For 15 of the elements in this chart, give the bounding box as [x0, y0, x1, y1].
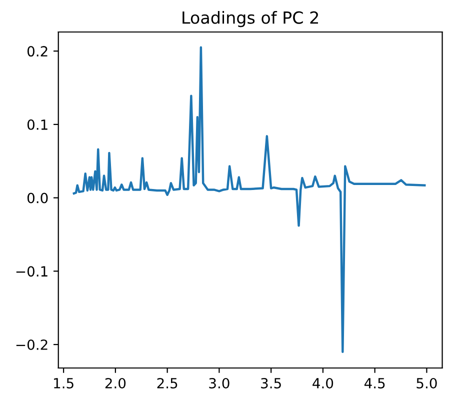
x-tick-label: 3.5 — [261, 378, 281, 388]
y-tick-label: 0.1 — [27, 119, 48, 130]
y-tick-label: 0.2 — [27, 46, 48, 57]
y-tick-label: −0.2 — [16, 339, 48, 350]
x-tick-label: 4.5 — [364, 378, 385, 388]
y-tick-label: −0.1 — [16, 266, 48, 277]
x-tick-label: 3.0 — [209, 378, 230, 388]
y-tick-label: 0.0 — [27, 192, 48, 204]
x-tick-label: 4.0 — [312, 378, 334, 388]
x-tick-label: 5.0 — [416, 378, 437, 388]
x-tick-label: 2.0 — [105, 378, 126, 388]
x-tick-label: 1.5 — [54, 378, 74, 388]
x-tick-label: 2.5 — [157, 378, 178, 388]
chart-title: Loadings of PC 2 — [182, 11, 318, 28]
line-series — [72, 46, 426, 353]
